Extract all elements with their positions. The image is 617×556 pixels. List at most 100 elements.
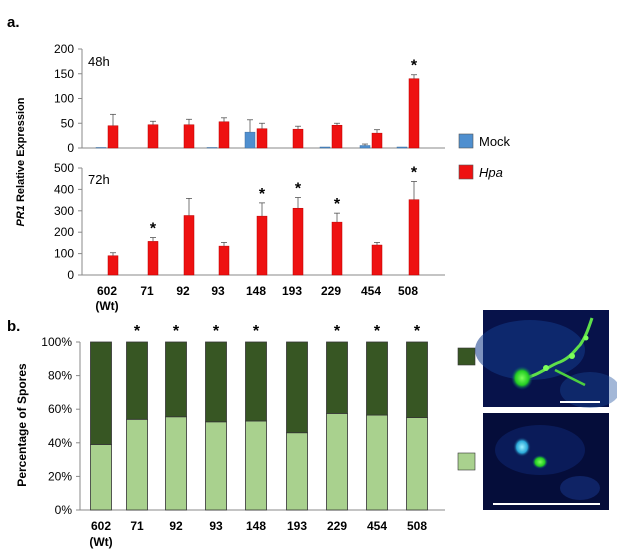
x-label-72h-3: 93 (211, 284, 225, 298)
bar-mock-0-6 (319, 146, 331, 149)
y-tick-label-b-2: 40% (48, 436, 72, 450)
y-tick-label-1-2: 200 (54, 225, 74, 239)
bar-dark-2 (165, 341, 187, 418)
bar-dark-3 (205, 341, 227, 423)
bar-hpa-1-4 (256, 215, 268, 276)
micrograph-bottom-spore-green (532, 455, 548, 469)
micrograph-top (475, 310, 617, 408)
bar-hpa-1-3 (218, 245, 230, 276)
panel-a-ylabel-rest: Relative Expression (15, 97, 27, 205)
y-tick-label-b-3: 60% (48, 402, 72, 416)
chart-72h: 0 100 200 300 400 500 * * * * * 602(Wt) 71 92 93 148 1… (54, 161, 445, 313)
x-label-b-2: 92 (169, 519, 183, 533)
x-label-72h-4: 148 (246, 284, 266, 298)
bar-hpa-0-4 (256, 128, 268, 149)
micrograph-top-dot (543, 365, 549, 371)
bar-light-4 (245, 420, 267, 511)
sig-star-b-4: * (253, 323, 260, 340)
bar-light-5 (286, 432, 308, 511)
bar-light-2 (165, 416, 187, 511)
bar-mock-0-8 (396, 146, 408, 149)
bar-hpa-1-1 (147, 241, 159, 276)
bar-dark-7 (366, 341, 388, 416)
x-label-72h-8: 508 (398, 284, 418, 298)
micrograph-bottom-tissue-2 (560, 476, 600, 500)
y-tick-label-1-5: 500 (54, 161, 74, 175)
panel-label-a: a. (7, 14, 20, 31)
chart-48h-subplot-label: 48h (88, 54, 110, 69)
legend-mock-swatch (458, 133, 474, 149)
y-tick-label-1-4: 400 (54, 182, 74, 196)
x-label-72h-0: 602 (97, 284, 117, 298)
sig-star-b-7: * (374, 323, 381, 340)
x-sublabel-b-0: (Wt) (89, 535, 112, 549)
x-sublabel-72h-0: (Wt) (95, 299, 118, 313)
y-tick-label-1-0: 0 (67, 268, 74, 282)
bar-light-3 (205, 421, 227, 511)
x-label-b-7: 454 (367, 519, 387, 533)
x-label-b-0: 602 (91, 519, 111, 533)
bar-light-8 (406, 417, 428, 511)
micrograph-top-dot-2 (569, 353, 575, 359)
chart-48h: 0 50 100 150 200 * 48h (54, 42, 445, 155)
x-label-b-8: 508 (407, 519, 427, 533)
x-label-72h-2: 92 (176, 284, 190, 298)
bar-hpa-0-2 (183, 124, 195, 149)
micrograph-bottom (483, 413, 609, 510)
y-tick-label-1-1: 100 (54, 247, 74, 261)
sig-star-b-8: * (414, 323, 421, 340)
sig-star-0-8: * (411, 58, 418, 75)
y-tick-label-0-3: 150 (54, 67, 74, 81)
panel-a-ylabel: PR1 Relative Expression (15, 97, 27, 226)
y-tick-label-0-2: 100 (54, 92, 74, 106)
sig-star-b-3: * (213, 323, 220, 340)
x-label-72h-5: 193 (282, 284, 302, 298)
bar-hpa-1-7 (371, 244, 383, 276)
bar-hpa-0-8 (408, 78, 420, 149)
bar-hpa-1-5 (292, 207, 304, 276)
bar-mock-0-7 (359, 145, 371, 149)
bar-dark-6 (326, 341, 348, 414)
bar-hpa-1-0 (107, 255, 119, 276)
micrograph-top-tissue (475, 320, 585, 380)
micrograph-bottom-tissue (495, 425, 585, 475)
x-label-b-3: 93 (209, 519, 223, 533)
bar-hpa-0-5 (292, 128, 304, 149)
y-tick-label-0-1: 50 (61, 116, 75, 130)
bar-hpa-1-2 (183, 215, 195, 276)
legend-mock-label: Mock (479, 134, 511, 149)
sig-star-b-2: * (173, 323, 180, 340)
x-label-b-5: 193 (287, 519, 307, 533)
bar-dark-1 (126, 341, 148, 420)
x-label-b-4: 148 (246, 519, 266, 533)
y-tick-label-0-0: 0 (67, 141, 74, 155)
bar-light-6 (326, 412, 348, 511)
panel-b-ylabel: Percentage of Spores (15, 363, 29, 487)
y-tick-label-b-0: 0% (55, 503, 73, 517)
bar-hpa-0-6 (331, 124, 343, 149)
bar-hpa-0-7 (371, 132, 383, 149)
sig-star-b-6: * (334, 323, 341, 340)
bar-hpa-1-8 (408, 199, 420, 276)
y-tick-label-b-1: 20% (48, 469, 72, 483)
sig-star-b-1: * (134, 323, 141, 340)
sig-star-1-6: * (334, 196, 341, 213)
panel-label-b: b. (7, 318, 20, 335)
micrograph-top-dot-3 (583, 335, 589, 341)
bar-light-7 (366, 414, 388, 511)
legend-hpa-label: Hpa (479, 165, 503, 180)
micrograph-bottom-spore (513, 437, 531, 457)
y-tick-label-0-4: 200 (54, 42, 74, 56)
x-label-b-1: 71 (130, 519, 144, 533)
panel-a-ylabel-italic: PR1 (15, 205, 27, 226)
y-tick-label-b-5: 100% (41, 335, 72, 349)
sig-star-1-4: * (259, 186, 266, 203)
bar-hpa-1-6 (331, 221, 343, 276)
bar-hpa-0-0 (107, 125, 119, 149)
chart-spores: Percentage of Spores 0%20%40%60%80%100% … (15, 323, 445, 549)
bar-dark-5 (286, 341, 308, 434)
bar-hpa-0-3 (218, 121, 230, 149)
legend-panel-b (457, 347, 476, 471)
bar-dark-4 (245, 341, 267, 422)
